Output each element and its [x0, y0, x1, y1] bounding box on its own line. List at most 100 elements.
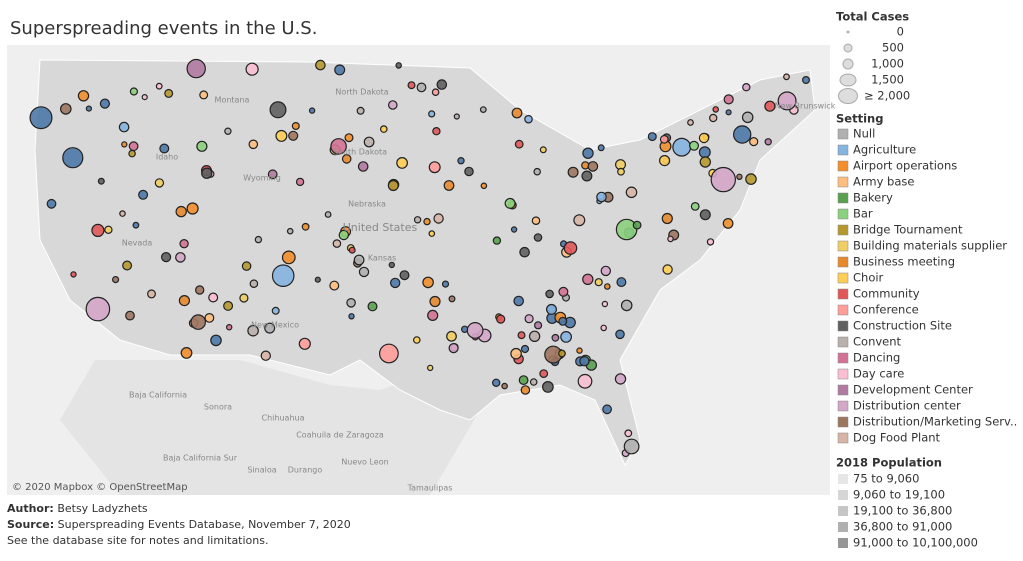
event-marker: [269, 101, 287, 119]
setting-swatch: [837, 416, 849, 428]
event-marker: [582, 147, 594, 159]
event-marker: [267, 169, 278, 180]
event-marker: [441, 280, 450, 288]
setting-label: Distribution/Marketing Serv..: [853, 415, 1017, 429]
map-label: Baja California Sur: [163, 454, 238, 463]
event-marker: [295, 177, 305, 187]
map-label: Wyoming: [243, 174, 281, 183]
setting-label: Airport operations: [853, 159, 957, 173]
event-marker: [579, 356, 590, 367]
event-marker: [722, 217, 734, 229]
author-label: Author:: [7, 502, 54, 515]
event-marker: [518, 375, 529, 386]
setting-label: Community: [853, 287, 920, 301]
event-marker: [601, 300, 609, 308]
event-marker: [175, 252, 186, 263]
size-swatch: [842, 58, 854, 70]
event-marker: [661, 212, 673, 225]
setting-label: Bar: [853, 207, 873, 221]
event-marker: [85, 105, 93, 112]
population-label: 9,060 to 19,100: [853, 488, 945, 502]
event-marker: [46, 198, 57, 209]
event-marker: [531, 216, 541, 226]
source-text: Superspreading Events Database, November…: [58, 518, 351, 531]
setting-swatch: [837, 336, 849, 348]
event-marker: [225, 324, 233, 331]
event-marker: [315, 59, 326, 71]
event-marker: [379, 125, 388, 133]
event-marker: [560, 331, 572, 343]
event-marker: [324, 211, 332, 218]
event-marker: [528, 330, 541, 342]
event-marker: [422, 276, 434, 289]
event-marker: [432, 126, 441, 136]
event-marker: [558, 349, 566, 358]
event-marker: [466, 322, 484, 339]
event-marker: [567, 166, 579, 178]
event-marker: [348, 313, 355, 320]
event-marker: [698, 132, 710, 144]
event-marker: [539, 369, 549, 379]
map-label: Nebraska: [348, 200, 386, 209]
event-marker: [745, 173, 757, 185]
setting-label: Bakery: [853, 191, 893, 205]
event-marker: [387, 180, 399, 192]
event-marker: [510, 226, 518, 233]
event-marker: [492, 378, 501, 387]
population-swatch: [838, 522, 848, 532]
event-marker: [428, 161, 441, 174]
event-marker: [448, 343, 459, 354]
setting-swatch: [837, 400, 849, 412]
event-marker: [690, 201, 700, 211]
size-label: 1,500: [871, 73, 904, 87]
event-marker: [427, 364, 434, 372]
setting-label: Distribution center: [853, 399, 961, 413]
event-marker: [141, 93, 148, 101]
event-marker: [443, 180, 455, 191]
event-marker: [602, 404, 612, 415]
setting-swatch: [837, 240, 849, 252]
map-label: Nevada: [122, 239, 153, 248]
map-label: Montana: [215, 96, 250, 105]
event-marker: [520, 344, 530, 354]
event-marker: [777, 91, 797, 111]
event-marker: [492, 236, 502, 245]
setting-label: Construction Site: [853, 319, 952, 333]
event-marker: [395, 62, 403, 69]
event-marker: [77, 90, 90, 102]
event-marker: [164, 88, 174, 98]
event-marker: [179, 238, 189, 249]
event-marker: [667, 235, 674, 243]
event-marker: [356, 106, 365, 115]
event-marker: [710, 166, 737, 193]
event-marker: [208, 292, 219, 303]
event-marker: [390, 277, 401, 289]
event-marker: [254, 235, 263, 244]
event-marker: [329, 280, 340, 291]
event-marker: [379, 343, 399, 364]
setting-swatch: [837, 208, 849, 220]
event-marker: [457, 156, 465, 165]
event-marker: [519, 246, 530, 258]
population-label: 75 to 9,060: [853, 472, 919, 486]
event-marker: [464, 166, 474, 177]
map-label: Sonora: [204, 403, 232, 412]
map-label: New Mexico: [251, 321, 299, 330]
event-marker: [85, 296, 111, 322]
event-marker: [511, 107, 523, 119]
size-swatch: [838, 88, 858, 104]
setting-label: Development Center: [853, 383, 973, 397]
attribution: © 2020 Mapbox © OpenStreetMap: [12, 482, 188, 493]
setting-swatch: [837, 304, 849, 316]
event-marker: [600, 324, 608, 332]
event-marker: [479, 106, 487, 113]
population-swatch: [838, 490, 848, 500]
event-marker: [587, 161, 599, 172]
event-marker: [433, 213, 444, 224]
event-marker: [749, 137, 759, 147]
event-marker: [264, 322, 276, 334]
event-marker: [480, 182, 488, 190]
event-marker: [614, 373, 627, 385]
event-marker: [363, 136, 375, 148]
map-label: Tamaulipas: [407, 484, 453, 493]
